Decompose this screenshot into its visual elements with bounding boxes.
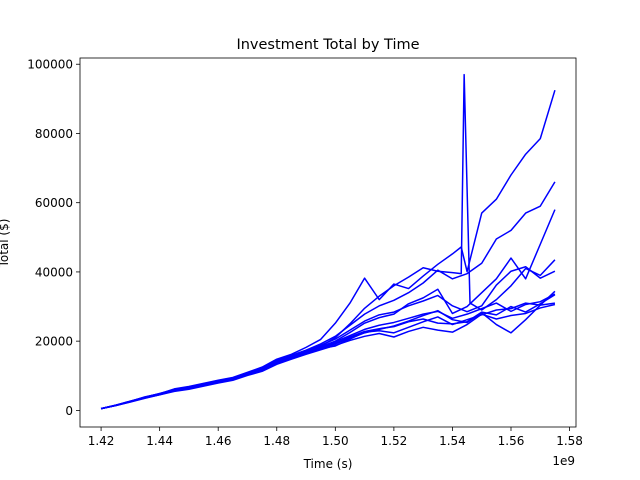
chart-title: Investment Total by Time [236, 37, 419, 53]
x-tick-label: 1.54 [439, 434, 466, 448]
x-tick-label: 1.56 [498, 434, 525, 448]
x-tick-label: 1.44 [146, 434, 173, 448]
series-layer [100, 73, 556, 410]
y-axis: 0 20000 40000 60000 80000 100000 [27, 58, 80, 418]
x-axis-label: Time (s) [303, 457, 353, 471]
y-tick-label: 0 [65, 404, 73, 418]
y-tick-label: 80000 [35, 127, 73, 141]
y-tick-label: 60000 [35, 196, 73, 210]
y-tick-label: 40000 [35, 265, 73, 279]
x-tick-label: 1.42 [88, 434, 115, 448]
x-tick-label: 1.46 [205, 434, 232, 448]
y-tick-label: 100000 [27, 58, 73, 72]
x-tick-label: 1.50 [322, 434, 349, 448]
x-tick-label: 1.48 [263, 434, 290, 448]
series-line-9 [100, 294, 556, 410]
y-axis-label: Total ($) [0, 219, 11, 269]
series-line-10 [100, 303, 556, 410]
x-tick-label: 1.58 [556, 434, 583, 448]
y-tick-label: 20000 [35, 335, 73, 349]
plot-frame [79, 57, 577, 428]
x-tick-label: 1.52 [381, 434, 408, 448]
x-axis: 1.42 1.44 1.46 1.48 1.50 1.52 1.54 1.56 1.58 [88, 427, 583, 448]
x-axis-offset-label: 1e9 [552, 454, 575, 468]
